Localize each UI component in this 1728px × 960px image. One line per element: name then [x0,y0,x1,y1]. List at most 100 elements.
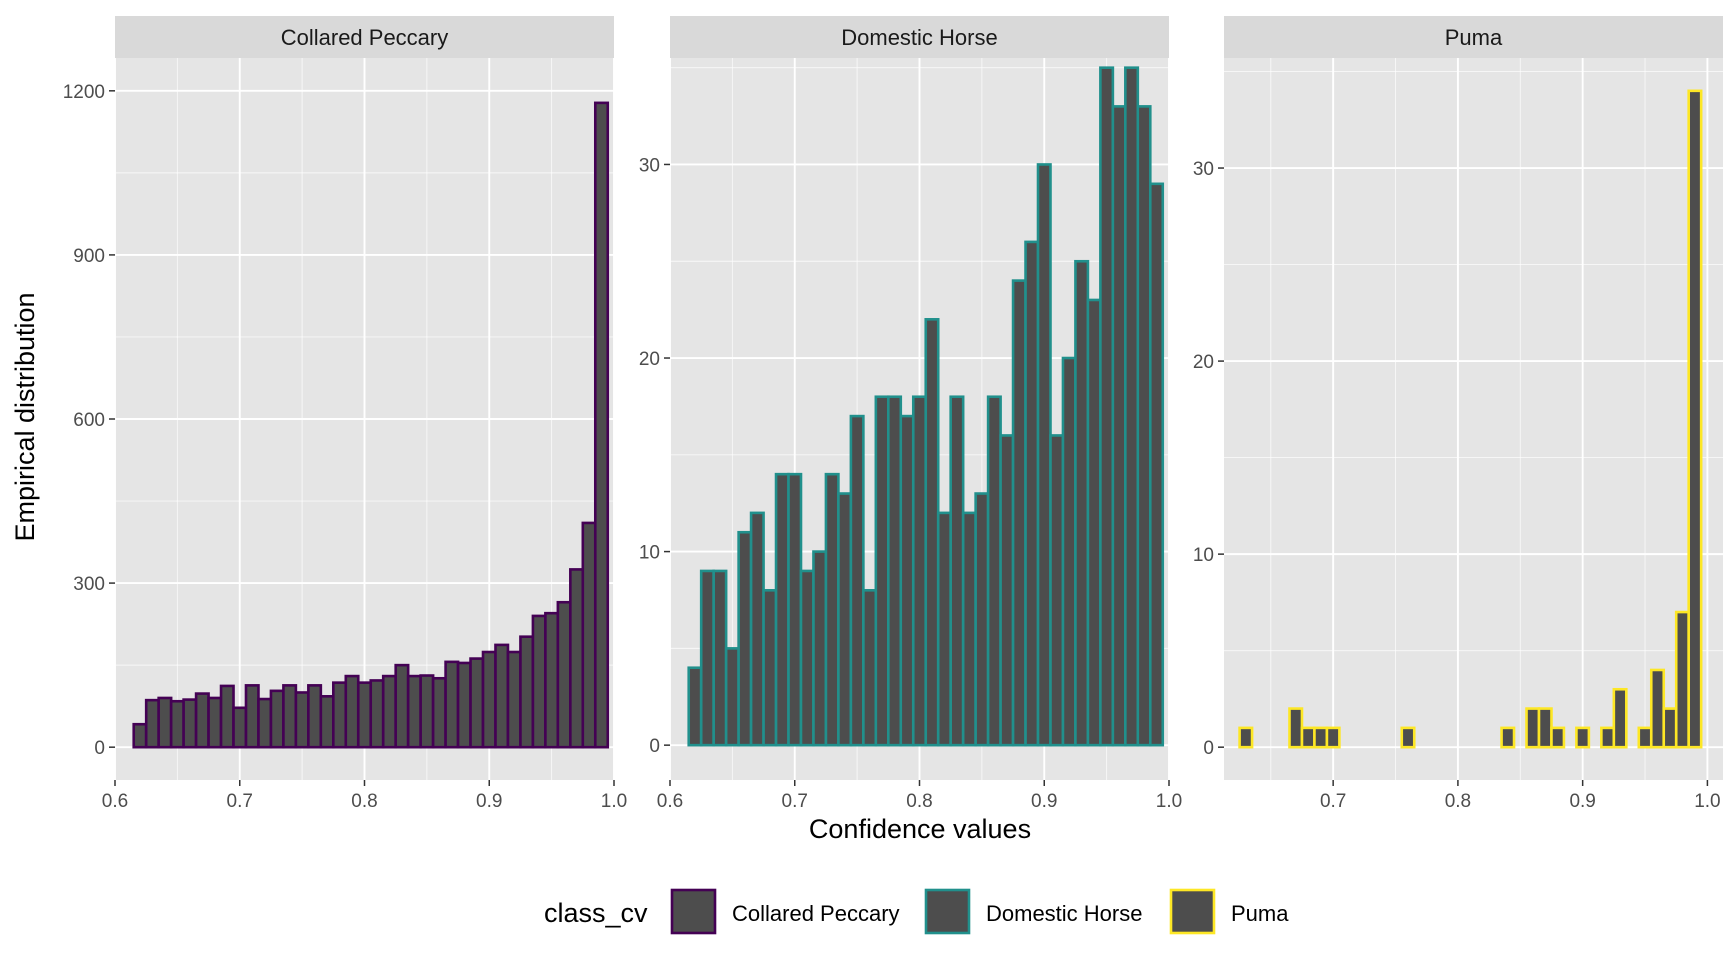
x-tick-label: 1.0 [1694,791,1720,812]
histogram-bar [157,696,173,749]
y-tick-label: 300 [73,574,105,595]
x-tick-label: 0.9 [476,791,502,812]
y-tick-label: 30 [1193,159,1214,180]
histogram-bar [194,692,210,749]
x-tick-label: 0.7 [227,791,253,812]
x-tick-label: 0.8 [351,791,377,812]
x-tick-label: 0.9 [1031,791,1057,812]
y-axis-title: Empirical distribution [10,292,40,541]
histogram-bar [936,511,952,747]
panel-strip [115,16,614,58]
histogram-bar [1674,610,1690,749]
y-tick-label: 10 [1193,545,1214,566]
x-tick-label: 1.0 [1156,791,1182,812]
x-tick-label: 0.8 [906,791,932,812]
histogram-bar [824,472,840,747]
histogram-bar [1612,687,1628,749]
histogram-bar [257,697,273,749]
histogram-bar [1036,163,1052,747]
legend-entries: Collared Peccary Domestic Horse Puma [670,888,1289,935]
y-tick-label: 0 [649,736,660,757]
histogram-bar [1011,279,1027,747]
histogram-bar [1500,726,1516,749]
histogram-bar [1238,726,1254,749]
histogram-bar [369,679,385,749]
y-tick-label: 1200 [63,82,105,103]
histogram-bar [687,666,703,747]
histogram-bar [1086,298,1102,747]
histogram-bar [1313,726,1329,749]
legend-item-collared-peccary: Collared Peccary [670,888,900,935]
histogram-bar [381,674,397,749]
histogram-bar [949,395,965,747]
histogram-bar [469,657,485,749]
legend-item-domestic-horse: Domestic Horse [924,888,1142,935]
histogram-bar [812,550,828,747]
histogram-bar [569,568,585,749]
panel-strip [670,16,1169,58]
histogram-bar [1061,356,1077,747]
x-tick-label: 0.7 [782,791,808,812]
histogram-bar [1288,707,1304,749]
histogram-bar [774,472,790,747]
x-tick-label: 0.9 [1569,791,1595,812]
legend-title: class_cv [544,898,648,928]
legend-label: Collared Peccary [732,901,900,926]
histogram-bar [1325,726,1341,749]
y-tick-label: 0 [1203,738,1214,759]
histogram-bar [974,492,990,747]
histogram-bar [169,699,185,749]
histogram-bar [144,698,160,749]
histogram-bar [581,521,597,749]
histogram-bar [481,650,497,749]
histogram-bar [519,635,535,749]
histogram-bar [724,647,740,747]
x-tick-label: 0.7 [1320,791,1346,812]
panel-collared-peccary: Collared Peccary 0 300 600 900 1200 0.6 0.7 0.8 0… [63,16,627,812]
histogram-bar [244,684,260,749]
y-tick-label: 0 [94,738,105,759]
histogram-bar [1600,726,1616,749]
histogram-bar [1024,240,1040,747]
histogram-bar [1074,259,1090,747]
histogram-bar [787,472,803,747]
histogram-bar [1111,105,1127,747]
histogram-bar [1687,89,1703,749]
histogram-bar [737,530,753,747]
legend-label: Puma [1231,901,1289,926]
histogram-bar [294,691,310,749]
histogram-bar [531,614,547,749]
legend: class_cv Collared Peccary Domestic Horse P… [544,888,1289,935]
y-tick-label: 600 [73,410,105,431]
histogram-bar [712,569,728,747]
legend-label: Domestic Horse [986,901,1142,926]
histogram-bar [332,681,348,749]
histogram-bar [319,695,335,749]
histogram-bar [749,511,765,747]
histogram-bar [1124,66,1140,747]
panel-strip-title: Collared Peccary [281,25,449,50]
histogram-bar [1400,726,1416,749]
histogram-bar [444,660,460,749]
panel-background [1224,58,1723,780]
histogram-bar [1049,434,1065,747]
histogram-bar [837,492,853,747]
histogram-bar [232,706,248,749]
histogram-bar [419,674,435,749]
panel-domestic-horse: Domestic Horse 0 10 20 30 0.6 0.7 0.8 0.9 1.0 [639,16,1182,812]
histogram-bar [1637,726,1653,749]
histogram-bar [1300,726,1316,749]
histogram-bar [1099,66,1115,747]
histogram-bar [219,684,235,749]
histogram-bar [494,643,510,749]
y-tick-label: 10 [639,543,660,564]
histogram-bar [282,684,298,749]
histogram-bar [356,681,373,749]
histogram-bar [762,589,778,747]
legend-key [1169,888,1216,935]
x-axis-title: Confidence values [809,814,1031,844]
histogram-bar [544,611,560,749]
histogram-bar [406,674,422,749]
